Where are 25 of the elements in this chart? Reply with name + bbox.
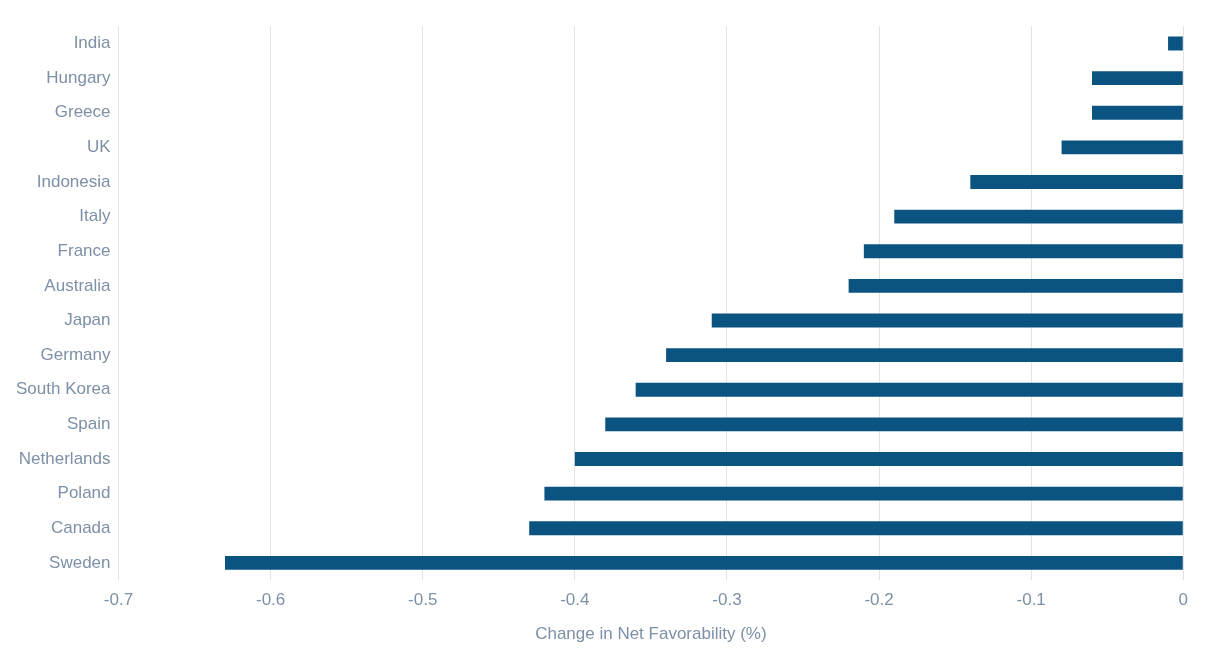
y-tick-label: France	[57, 240, 111, 260]
y-tick-label: Indonesia	[36, 171, 112, 191]
y-tick-label: Sweden	[49, 552, 111, 572]
y-tick-label: Canada	[50, 517, 112, 537]
y-tick-label: India	[73, 33, 112, 53]
x-tick-label: 0	[1178, 590, 1189, 610]
x-tick-label: -0.4	[560, 590, 590, 610]
x-tick-label: -0.6	[255, 590, 286, 610]
x-axis-title: Change in Net Favorability (%)	[535, 624, 767, 644]
y-tick-label: Japan	[64, 310, 111, 330]
y-tick-label: UK	[86, 137, 112, 157]
y-tick-label: Germany	[40, 344, 111, 364]
y-tick-label: Poland	[57, 483, 111, 503]
x-tick-label: -0.2	[864, 590, 894, 610]
y-tick-label: Netherlands	[18, 448, 111, 468]
x-tick-label: -0.7	[103, 590, 134, 610]
y-tick-label: Italy	[79, 206, 111, 226]
y-tick-label: Australia	[44, 275, 112, 295]
y-tick-label: Hungary	[46, 67, 111, 87]
x-tick-label: -0.5	[408, 590, 438, 610]
y-tick-label: Spain	[67, 414, 111, 434]
y-tick-label: Greece	[54, 102, 111, 122]
x-tick-label: -0.3	[712, 590, 742, 610]
y-tick-label: South Korea	[16, 379, 112, 399]
x-tick-label: -0.1	[1016, 590, 1046, 610]
